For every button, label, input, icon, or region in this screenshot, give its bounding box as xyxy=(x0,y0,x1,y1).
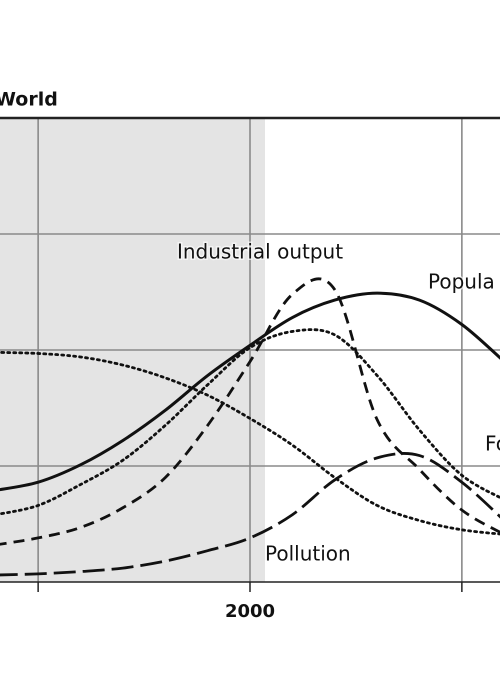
chart-title: World xyxy=(0,89,58,111)
series-label: Popula xyxy=(428,270,495,294)
grid xyxy=(0,118,500,592)
x-tick-label: 2000 xyxy=(225,601,275,622)
series-line xyxy=(0,452,500,577)
series-label: Fo xyxy=(485,432,500,456)
series-label: Industrial output xyxy=(177,240,343,264)
labels: 2000 Popula Industrial output Fo Pollution xyxy=(175,238,500,622)
series-line xyxy=(0,291,500,492)
series-line xyxy=(0,328,500,516)
lines xyxy=(0,277,500,577)
series-line xyxy=(0,351,500,536)
series-label: Pollution xyxy=(265,542,351,566)
